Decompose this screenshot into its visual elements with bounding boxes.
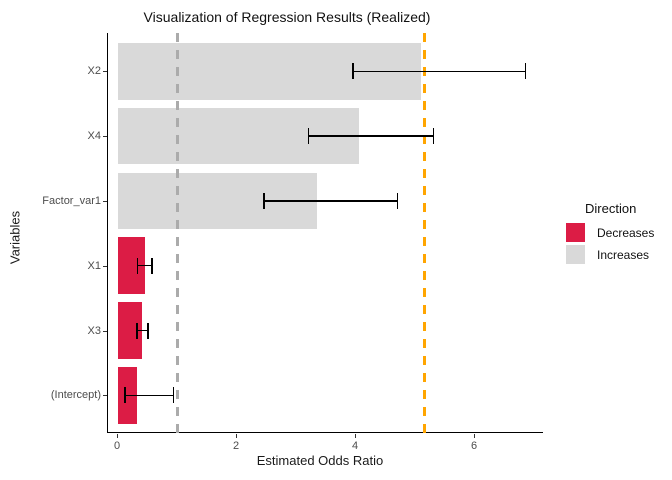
x-tick-4 [355, 434, 356, 438]
x-tick-2 [236, 434, 237, 438]
errorbar-X3 [137, 329, 148, 332]
y-tick-X2 [103, 71, 107, 73]
increases-swatch [566, 245, 585, 264]
y-tick-label-X3: X3 [87, 324, 101, 337]
errorbar-X1 [137, 264, 152, 267]
y-tick-X3 [103, 330, 107, 332]
errorbar-cap-low-X4 [307, 128, 310, 145]
errorbar-cap-high-X1 [151, 257, 153, 274]
null-effect-line [176, 33, 179, 433]
legend-item-increases: Increases [566, 245, 672, 264]
errorbar-cap-low-X3 [136, 322, 138, 339]
y-tick-label-Factor_var1: Factor_var1 [42, 194, 101, 207]
legend-label-decreases: Decreases [597, 225, 655, 240]
chart-title: Visualization of Regression Results (Rea… [143, 9, 431, 25]
x-tick-label-2: 2 [232, 440, 240, 452]
x-tick-label-4: 4 [351, 440, 359, 452]
x-tick-label-6: 6 [470, 440, 478, 452]
errorbar-cap-high-X4 [432, 128, 435, 145]
errorbar-cap-high-(Intercept) [172, 387, 175, 404]
errorbar-(Intercept) [125, 394, 174, 397]
y-tick-label-(Intercept): (Intercept) [50, 389, 101, 402]
x-tick-0 [117, 434, 118, 438]
errorbar-cap-low-X2 [352, 63, 354, 80]
realized-value-line [422, 33, 426, 433]
errorbar-Factor_var1 [263, 200, 398, 202]
errorbar-cap-low-X1 [136, 257, 139, 274]
errorbar-cap-high-X3 [147, 322, 149, 339]
legend-title: Direction [585, 201, 637, 216]
x-tick-label-0: 0 [113, 440, 121, 452]
plot-panel [107, 33, 543, 433]
legend: Direction Decreases Increases [566, 201, 672, 267]
y-tick-label-X2: X2 [87, 65, 101, 78]
y-tick-X4 [103, 136, 107, 138]
legend-label-increases: Increases [597, 247, 650, 262]
bar-X3 [118, 302, 142, 359]
y-tick-X1 [103, 265, 107, 267]
y-tick-Factor_var1 [103, 200, 107, 202]
y-tick-label-X1: X1 [87, 259, 101, 272]
x-tick-6 [474, 434, 475, 438]
errorbar-cap-high-Factor_var1 [396, 192, 399, 209]
y-tick-(Intercept) [103, 395, 107, 397]
errorbar-cap-high-X2 [524, 63, 527, 80]
errorbar-X2 [353, 70, 526, 73]
x-axis-title: Estimated Odds Ratio [256, 453, 384, 468]
decreases-swatch [566, 223, 585, 242]
y-tick-label-X4: X4 [87, 130, 101, 143]
errorbar-cap-low-(Intercept) [124, 387, 126, 404]
errorbar-cap-low-Factor_var1 [263, 192, 265, 209]
y-axis-title: Variables [7, 210, 23, 265]
errorbar-X4 [308, 135, 434, 137]
legend-item-decreases: Decreases [566, 223, 672, 242]
